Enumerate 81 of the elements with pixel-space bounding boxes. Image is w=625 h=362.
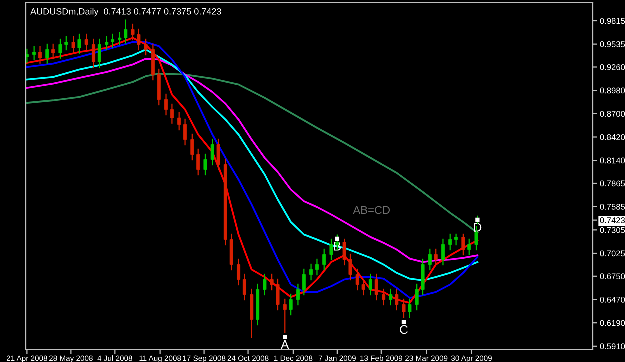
annotation: AB=CD [353, 206, 390, 214]
y-tick-label: 0.6190 [600, 320, 625, 326]
candlestick [356, 268, 360, 292]
candlestick [382, 288, 386, 306]
candlestick [38, 46, 42, 64]
candlestick [402, 298, 406, 319]
candlestick [92, 38, 96, 69]
y-tick-label: 0.7585 [600, 204, 625, 210]
candlestick [237, 258, 241, 286]
candlestick [395, 288, 399, 312]
candlestick [330, 238, 334, 262]
candlestick [348, 253, 352, 282]
candlestick [58, 38, 62, 60]
candlestick [124, 19, 128, 44]
candlestick [131, 23, 135, 42]
candlestick [72, 36, 76, 54]
candlestick [46, 43, 50, 64]
candlestick [178, 112, 182, 132]
candlestick [111, 33, 115, 49]
candlestick [216, 138, 220, 172]
candlestick [64, 36, 68, 52]
candlestick [342, 238, 346, 266]
candlestick [84, 33, 88, 52]
text: AUDUSDm,Daily 0.7413 0.7477 0.7375 0.7423 [30, 8, 222, 17]
candlestick [164, 93, 168, 116]
candlestick [289, 293, 293, 316]
candlestick [98, 38, 102, 69]
candlestick [322, 248, 326, 272]
candlestick [26, 48, 29, 64]
candlestick [389, 288, 393, 306]
candlestick [408, 298, 412, 319]
candlestick [283, 298, 287, 334]
y-tick-label: 0.7423 [600, 218, 625, 224]
candlestick [242, 273, 246, 302]
candlestick [434, 248, 438, 266]
y-tick-label: 0.8420 [600, 134, 625, 140]
y-tick-label: 0.6750 [600, 274, 625, 280]
candlestick [210, 138, 214, 166]
y-tick-label: 0.8980 [600, 88, 625, 94]
candlestick [362, 278, 366, 296]
y-tick-label: 0.5910 [600, 344, 625, 350]
candlestick [270, 273, 274, 292]
candlestick [184, 118, 188, 146]
candlestick [454, 233, 458, 246]
y-tick-label: 0.9815 [600, 18, 625, 24]
candlestick [196, 148, 200, 176]
candlestick [310, 263, 314, 282]
candlestick [315, 258, 319, 276]
candlestick [276, 278, 280, 312]
y-tick-label: 0.9260 [600, 64, 625, 70]
candlestick [137, 28, 141, 52]
candlestick [263, 273, 267, 296]
candlestick [105, 36, 109, 52]
candlestick [204, 153, 208, 176]
annotation: C [400, 325, 408, 334]
y-tick-label: 0.8140 [600, 158, 625, 164]
candlestick [118, 32, 122, 46]
y-tick-label: 0.7305 [600, 227, 625, 234]
annotation: A [280, 340, 290, 350]
y-tick-label: 0.7025 [600, 250, 625, 257]
candlestick [448, 233, 452, 252]
annotation: D [474, 223, 482, 232]
y-tick-label: 0.9535 [600, 42, 625, 48]
y-tick-label: 0.7865 [600, 180, 625, 187]
candlestick [374, 273, 378, 302]
candlestick [468, 238, 472, 256]
candlestick [52, 43, 56, 60]
candlestick [302, 268, 306, 296]
candlestick [368, 273, 372, 296]
candlestick [32, 46, 36, 62]
candlestick [428, 248, 432, 272]
candlestick [170, 103, 174, 124]
candlestick [78, 33, 82, 54]
candlestick [296, 283, 300, 306]
candlestick [415, 283, 419, 312]
candlestick [144, 38, 148, 56]
candlestick [190, 133, 194, 162]
y-tick-label: 0.6470 [600, 296, 625, 303]
candlestick [462, 233, 466, 256]
y-tick-label: 0.8700 [600, 111, 625, 118]
candlestick [441, 238, 445, 266]
